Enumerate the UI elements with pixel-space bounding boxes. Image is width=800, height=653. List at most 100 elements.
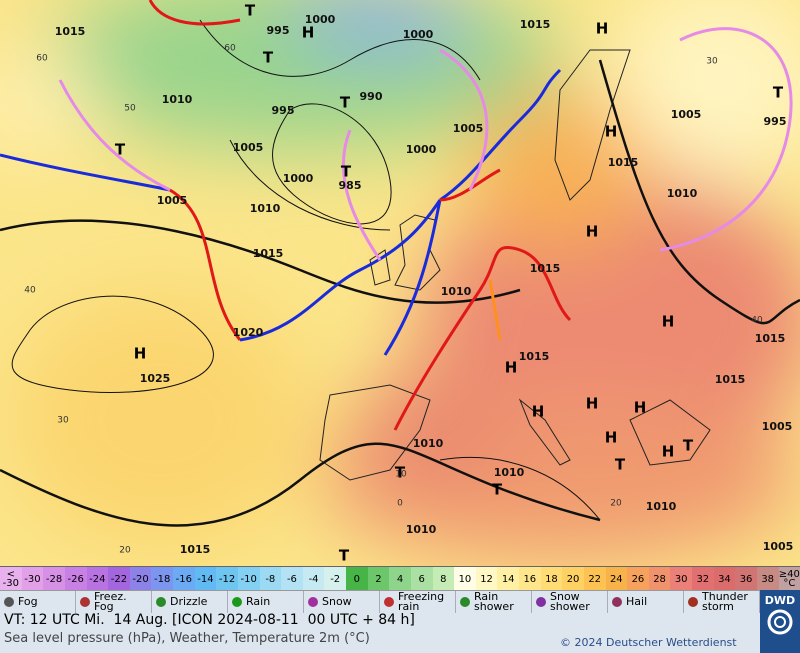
legend-icon: [232, 597, 242, 607]
isobar-label: 1005: [762, 420, 793, 433]
scale-cell: 30: [670, 567, 692, 591]
isotherm-label: 30: [706, 57, 718, 67]
legend-item: Fog: [0, 591, 76, 613]
pressure-center: H: [634, 399, 647, 417]
legend-label: Freez. Fog: [94, 590, 127, 613]
scale-cell: 2: [367, 567, 390, 591]
isobar-label: 1015: [519, 350, 550, 363]
scale-cell: 34: [713, 567, 736, 591]
legend-item: Drizzle: [152, 591, 228, 613]
legend-label: Freezing rain: [398, 590, 445, 613]
isobar-label: 1015: [715, 373, 746, 386]
isobar-label: 1015: [55, 25, 86, 38]
weather-legend: Fog Freez. Fog Drizzle Rain Snow Freezing rai…: [0, 590, 760, 613]
pressure-center: T: [339, 547, 350, 565]
legend-item: Rain shower: [456, 591, 532, 613]
isobar-label: 1010: [667, 187, 698, 200]
scale-cell: -22: [108, 567, 130, 591]
legend-label: Snow: [322, 595, 352, 608]
isotherm-label: 40: [24, 286, 36, 296]
isotherm-label: 10: [395, 470, 407, 480]
legend-label: Rain: [246, 595, 271, 608]
map: 1015 1000 995 1000 1015 1010 995 990 1005 1005 995…: [0, 0, 800, 566]
scale-cell: -8: [259, 567, 282, 591]
pressure-center: H: [662, 443, 675, 461]
isobar-label: 1015: [755, 332, 786, 345]
scale-cell: 14: [497, 567, 519, 591]
isobar-label: 1020: [233, 326, 264, 339]
isobar-label: 1000: [283, 172, 314, 185]
isotherm-label: 30: [57, 416, 69, 426]
pressure-center: T: [615, 456, 626, 474]
scale-cell: -26: [64, 567, 87, 591]
legend-label: Rain shower: [474, 590, 514, 613]
pressure-center: H: [302, 24, 315, 42]
scale-cell: 24: [605, 567, 628, 591]
isobar-label: 1000: [403, 28, 434, 41]
isobar-label: 1005: [233, 141, 264, 154]
isobar-label: 995: [764, 115, 787, 128]
legend-icon: [384, 597, 394, 607]
valid-time: VT: 12 UTC Mi. 14 Aug. [ICON 2024-08-11 …: [4, 612, 415, 628]
pressure-center: H: [532, 403, 545, 421]
legend-icon: [4, 597, 14, 607]
fronts: [0, 0, 793, 431]
scale-cell: -4: [302, 567, 325, 591]
pressure-center: T: [263, 49, 274, 67]
isobar-label: 1005: [157, 194, 188, 207]
scale-cell: 22: [583, 567, 606, 591]
isobar-label: 1000: [406, 143, 437, 156]
pressure-center: H: [605, 123, 618, 141]
legend-item: Snow shower: [532, 591, 608, 613]
scale-cell: -2: [324, 567, 346, 591]
legend-icon: [460, 597, 470, 607]
isobar-label: 1000: [305, 13, 336, 26]
scale-cell: -30: [21, 567, 44, 591]
isobar-label: 1010: [646, 500, 677, 513]
isobar-label: 1010: [494, 466, 525, 479]
isobar-label: 1015: [180, 543, 211, 556]
isobar-label: 995: [267, 24, 290, 37]
scale-cell: 36: [735, 567, 757, 591]
isobar-label: 1010: [250, 202, 281, 215]
scale-cell: 12: [475, 567, 498, 591]
scale-cell: -20: [129, 567, 152, 591]
legend-icon: [156, 597, 166, 607]
pressure-center: T: [340, 94, 351, 112]
isobar-label: 990: [360, 90, 383, 103]
isobar-label: 1005: [453, 122, 484, 135]
pressure-center: T: [341, 163, 352, 181]
isobar-label: 1025: [140, 372, 171, 385]
isobar-label: 995: [272, 104, 295, 117]
legend-icon: [308, 597, 318, 607]
temperature-field: [0, 0, 800, 566]
legend-item: Freezing rain: [380, 591, 456, 613]
legend-icon: [80, 597, 90, 607]
scale-cell: 4: [389, 567, 411, 591]
legend-item: Rain: [228, 591, 304, 613]
scale-cell: 18: [540, 567, 563, 591]
pressure-center: T: [245, 2, 256, 20]
scale-cell: 8: [432, 567, 455, 591]
legend-icon: [536, 597, 546, 607]
legend-icon: [688, 597, 698, 607]
scale-cell: 10: [454, 567, 476, 591]
logo: DWD: [760, 590, 800, 653]
isobar-label: 1010: [441, 285, 472, 298]
legend-icon: [612, 597, 622, 607]
scale-cell: 28: [648, 567, 671, 591]
isobars: [0, 19, 800, 527]
isobar-label: 1015: [253, 247, 284, 260]
legend-label: Hail: [626, 595, 648, 608]
isobar-label: 1015: [608, 156, 639, 169]
coastlines: [319, 49, 711, 481]
pressure-center: H: [505, 359, 518, 377]
scale-cell: < -30: [0, 567, 22, 591]
legend-label: Thunder storm: [702, 590, 748, 613]
scale-cell: -16: [173, 567, 195, 591]
pressure-center: T: [683, 437, 694, 455]
legend-item: Freez. Fog: [76, 591, 152, 613]
scale-cell: -18: [151, 567, 173, 591]
pressure-center: H: [134, 345, 147, 363]
scale-cell: -10: [237, 567, 260, 591]
